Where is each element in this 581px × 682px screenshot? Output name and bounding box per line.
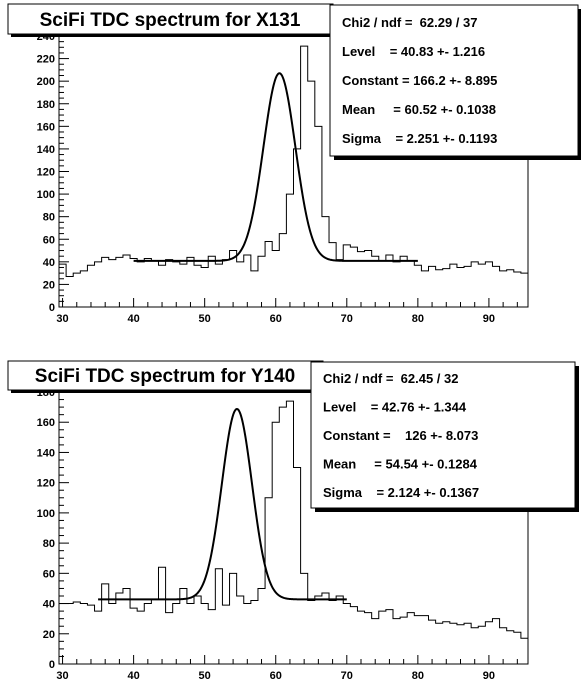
stats-line: Sigma = 2.251 +- 0.1193 — [342, 131, 497, 146]
stats-box — [310, 361, 576, 509]
chart-2: 02040608010012014016018030405060708090Sc… — [7, 360, 579, 682]
y-tick-label: 80 — [43, 538, 55, 550]
y-tick-label: 160 — [37, 121, 55, 133]
stats-line: Chi2 / ndf = 62.45 / 32 — [323, 371, 458, 386]
y-tick-label: 0 — [49, 659, 55, 671]
y-tick-label: 180 — [37, 99, 55, 111]
y-tick-label: 120 — [37, 478, 55, 490]
chart-1: 0204060801001201401601802002202403040506… — [7, 3, 581, 325]
x-tick-label: 30 — [56, 313, 68, 325]
x-tick-label: 50 — [199, 313, 211, 325]
x-tick-label: 40 — [127, 670, 139, 682]
chart-title: SciFi TDC spectrum for Y140 — [35, 366, 295, 387]
y-tick-label: 140 — [37, 447, 55, 459]
x-tick-label: 80 — [412, 670, 424, 682]
x-tick-label: 60 — [270, 313, 282, 325]
y-tick-label: 100 — [37, 508, 55, 520]
stats-line: Sigma = 2.124 +- 0.1367 — [323, 485, 479, 500]
y-tick-label: 0 — [49, 302, 55, 314]
x-tick-label: 90 — [483, 313, 495, 325]
stats-line: Constant = 166.2 +- 8.895 — [342, 73, 497, 88]
fit-curve — [133, 72, 418, 262]
x-tick-label: 50 — [199, 670, 211, 682]
y-tick-label: 100 — [37, 189, 55, 201]
fit-curve — [98, 407, 347, 601]
y-tick-label: 200 — [37, 76, 55, 88]
histogram-series — [59, 400, 528, 639]
y-tick-label: 120 — [37, 167, 55, 179]
stats-line: Mean = 60.52 +- 0.1038 — [342, 102, 496, 117]
y-tick-label: 160 — [37, 417, 55, 429]
stats-box — [329, 4, 579, 157]
stats-line: Chi2 / ndf = 62.29 / 37 — [342, 15, 477, 30]
x-tick-label: 70 — [341, 313, 353, 325]
y-tick-label: 140 — [37, 144, 55, 156]
x-tick-label: 80 — [412, 313, 424, 325]
chart-title: SciFi TDC spectrum for X131 — [40, 10, 301, 31]
stats-line: Constant = 126 +- 8.073 — [323, 428, 478, 443]
y-tick-label: 80 — [43, 212, 55, 224]
title-box — [7, 360, 324, 391]
x-tick-label: 70 — [341, 670, 353, 682]
y-tick-label: 220 — [37, 54, 55, 66]
x-tick-label: 40 — [127, 313, 139, 325]
y-tick-label: 60 — [43, 234, 55, 246]
x-tick-label: 30 — [56, 670, 68, 682]
y-tick-label: 20 — [43, 279, 55, 291]
y-tick-label: 40 — [43, 599, 55, 611]
stats-line: Mean = 54.54 +- 0.1284 — [323, 457, 478, 472]
y-tick-label: 20 — [43, 629, 55, 641]
stats-line: Level = 40.83 +- 1.216 — [342, 44, 485, 59]
stats-line: Level = 42.76 +- 1.344 — [323, 400, 467, 415]
y-tick-label: 60 — [43, 568, 55, 580]
x-tick-label: 90 — [483, 670, 495, 682]
x-tick-label: 60 — [270, 670, 282, 682]
y-tick-label: 40 — [43, 257, 55, 269]
